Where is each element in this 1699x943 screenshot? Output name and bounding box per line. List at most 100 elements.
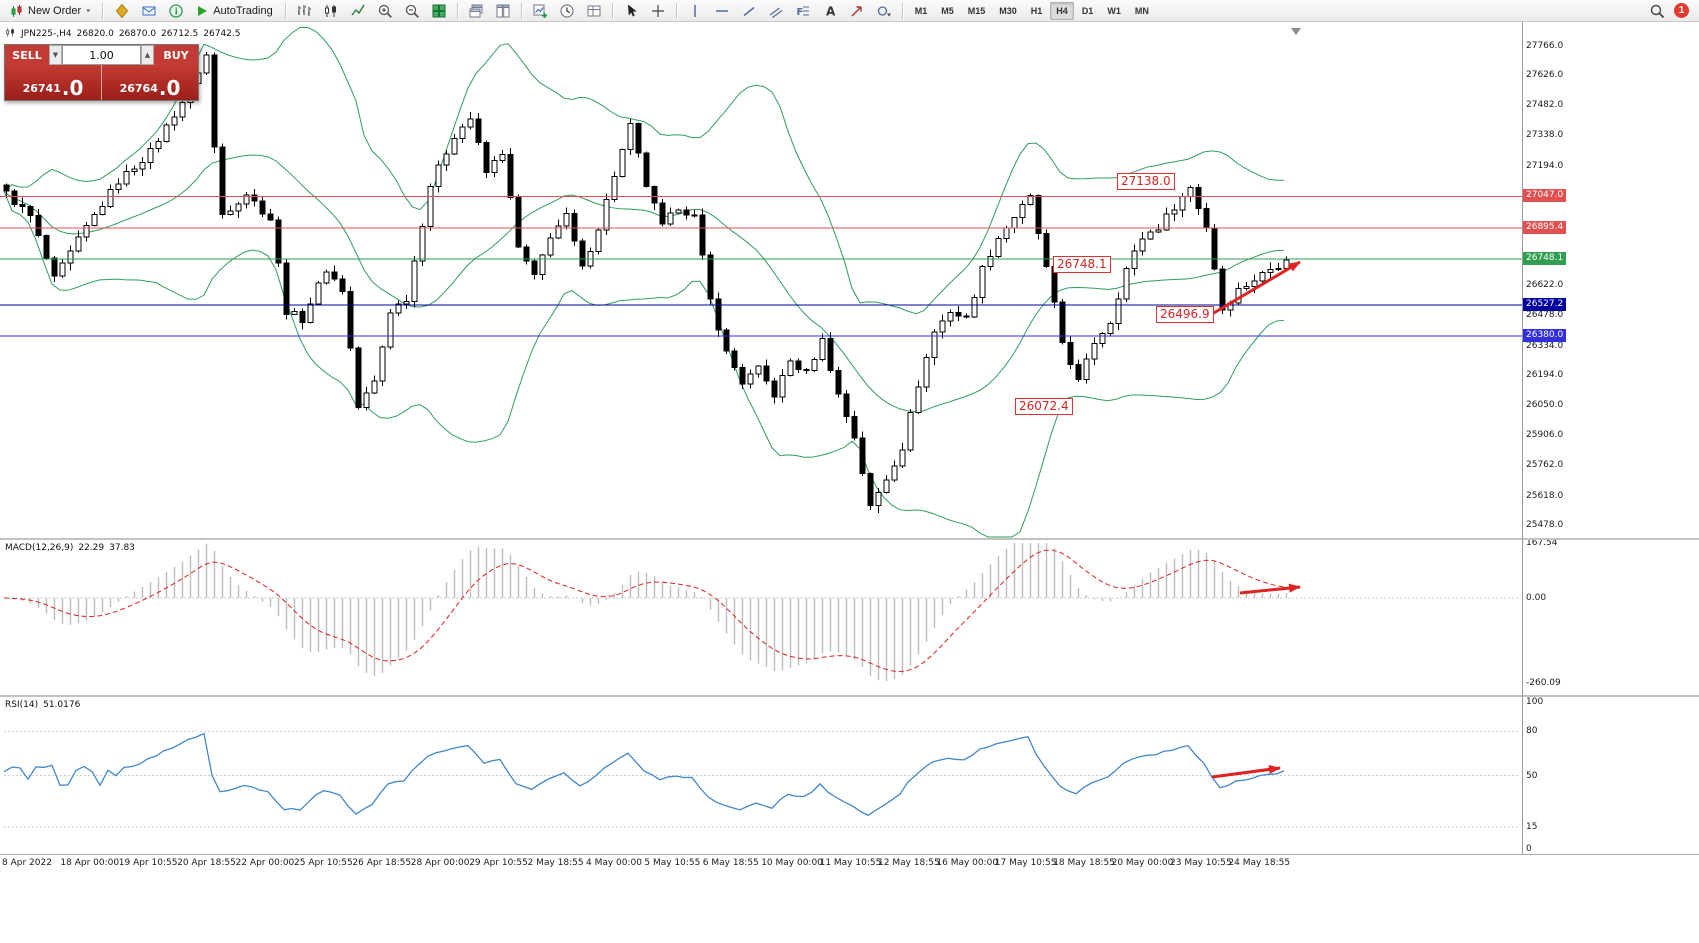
line-chart-button[interactable] (345, 0, 372, 21)
ohlc-open: 26820.0 (76, 29, 114, 39)
chart-shift-marker[interactable] (1291, 28, 1301, 35)
lot-size-input[interactable] (62, 45, 141, 65)
search-icon (1650, 4, 1664, 18)
new-order-button-label: New Order (28, 4, 82, 17)
sell-button[interactable]: SELL (12, 48, 42, 62)
time-axis-label: 8 Apr 2022 (2, 858, 52, 868)
tile-vertical-icon (496, 4, 510, 17)
lot-decrease-button[interactable]: ▼ (49, 45, 62, 65)
time-axis-label: 10 May 00:00 (761, 858, 823, 868)
trend-arrow (1239, 583, 1301, 595)
time-axis-label: 22 Apr 00:00 (235, 858, 295, 868)
buy-button[interactable]: BUY (163, 48, 189, 62)
shapes-button[interactable] (871, 0, 898, 21)
zoom-out-button[interactable] (399, 0, 426, 21)
chart-profiles-button[interactable] (554, 0, 581, 21)
fibonacci-icon: F (797, 6, 810, 18)
timeframe-h1-button[interactable]: H1 (1030, 5, 1043, 16)
community-button[interactable]: i (162, 0, 189, 21)
candlestick-series (3, 51, 1290, 513)
notifications-badge[interactable]: 1 (1674, 3, 1689, 18)
time-axis-label: 29 Apr 10:55 (469, 858, 528, 868)
rsi-value: 51.0176 (43, 700, 81, 710)
vertical-line-button[interactable] (682, 0, 709, 21)
channel-button[interactable] (763, 0, 790, 21)
timeframe-d1-button[interactable]: D1 (1081, 5, 1094, 16)
toolbar-divider (456, 2, 459, 19)
panel-separator[interactable] (0, 695, 1699, 697)
bars-chart-icon (298, 4, 312, 16)
rsi-panel (3, 730, 1520, 828)
arrow-tool-icon (851, 5, 862, 16)
candles-chart-button[interactable] (318, 0, 345, 21)
svg-text:F: F (797, 7, 804, 18)
arrow-tool-button[interactable] (844, 0, 871, 21)
macd-panel (3, 543, 1520, 682)
templates-button[interactable] (581, 0, 608, 21)
caret-down-icon (86, 9, 91, 12)
trend-arrows (1211, 260, 1301, 779)
cascade-windows-button[interactable] (463, 0, 490, 21)
quotes-button[interactable] (108, 0, 135, 21)
time-axis-label: 18 Apr 00:00 (60, 858, 120, 868)
timeframe-mn-button[interactable]: MN (1134, 5, 1149, 16)
rsi-name: RSI(14) (5, 700, 39, 710)
zoom-in-button[interactable] (372, 0, 399, 21)
price-axis-tick: 25618.0 (1526, 490, 1564, 501)
main-toolbar: New Order i AutoTrading F A M1 M5 M15 M30 H1 H4 D1 W… (0, 0, 1699, 22)
horizontal-line-button[interactable] (709, 0, 736, 21)
autotrading-button-label: AutoTrading (213, 4, 273, 17)
line-chart-icon (351, 4, 365, 15)
new-order-icon (11, 4, 22, 17)
price-axis-tick: 25762.0 (1526, 460, 1564, 471)
bars-chart-button[interactable] (291, 0, 318, 21)
svg-text:A: A (826, 4, 836, 18)
cascade-windows-icon (469, 4, 483, 17)
time-axis-label: 23 May 10:55 (1170, 858, 1232, 868)
crosshair-icon (652, 4, 665, 17)
tile-windows-button[interactable] (426, 0, 453, 21)
chart-type-icon (5, 27, 16, 41)
timeframe-w1-button[interactable]: W1 (1107, 5, 1121, 16)
timeframe-m30-button[interactable]: M30 (999, 5, 1017, 16)
toolbar-divider (520, 2, 523, 19)
macd-signal-line (3, 549, 1285, 673)
time-axis-separator (0, 854, 1699, 855)
text-icon: A (826, 4, 836, 18)
cursor-button[interactable] (618, 0, 645, 21)
messages-button[interactable] (135, 0, 162, 21)
trendline-button[interactable] (736, 0, 763, 21)
autotrading-button[interactable]: AutoTrading (189, 0, 281, 21)
buy-price[interactable]: 26764 .0 (102, 65, 198, 100)
ohlc-low: 26712.5 (161, 29, 199, 39)
macd-axis-tick: 167.54 (1526, 538, 1558, 549)
new-order-button[interactable]: New Order (4, 0, 98, 21)
text-button[interactable]: A (817, 0, 844, 21)
horizontal-lines[interactable] (0, 195, 1522, 337)
search-button[interactable] (1643, 0, 1670, 21)
lot-increase-button[interactable]: ▲ (141, 45, 154, 65)
sell-price[interactable]: 26741 .0 (5, 65, 102, 100)
rsi-axis-tick: 80 (1526, 726, 1538, 737)
rsi-indicator-label: RSI(14) 51.0176 (5, 700, 80, 710)
community-icon: i (169, 3, 183, 18)
fibonacci-button[interactable]: F (790, 0, 817, 21)
price-line-tag: 26380.0 (1523, 328, 1567, 342)
panel-separator[interactable] (0, 538, 1699, 540)
chart-symbol-info: JPN225-,H4 26820.0 26870.0 26712.5 26742… (5, 27, 240, 41)
crosshair-button[interactable] (645, 0, 672, 21)
price-line-tag: 27047.0 (1523, 189, 1567, 203)
price-axis-tick: 26334.0 (1526, 340, 1564, 351)
tile-vertical-button[interactable] (490, 0, 517, 21)
symbol-name: JPN225-,H4 (21, 29, 72, 39)
price-axis-tick: 27194.0 (1526, 160, 1564, 171)
toolbar-divider (611, 2, 614, 19)
timeframe-m5-button[interactable]: M5 (941, 5, 954, 16)
macd-indicator-label: MACD(12,26,9) 22.29 37.83 (5, 543, 135, 553)
price-axis-tick: 26478.0 (1526, 310, 1564, 321)
timeframe-h4-button[interactable]: H4 (1050, 1, 1074, 20)
timeframe-m1-button[interactable]: M1 (914, 5, 928, 16)
new-chart-button[interactable] (527, 0, 554, 21)
timeframe-m15-button[interactable]: M15 (967, 5, 986, 16)
